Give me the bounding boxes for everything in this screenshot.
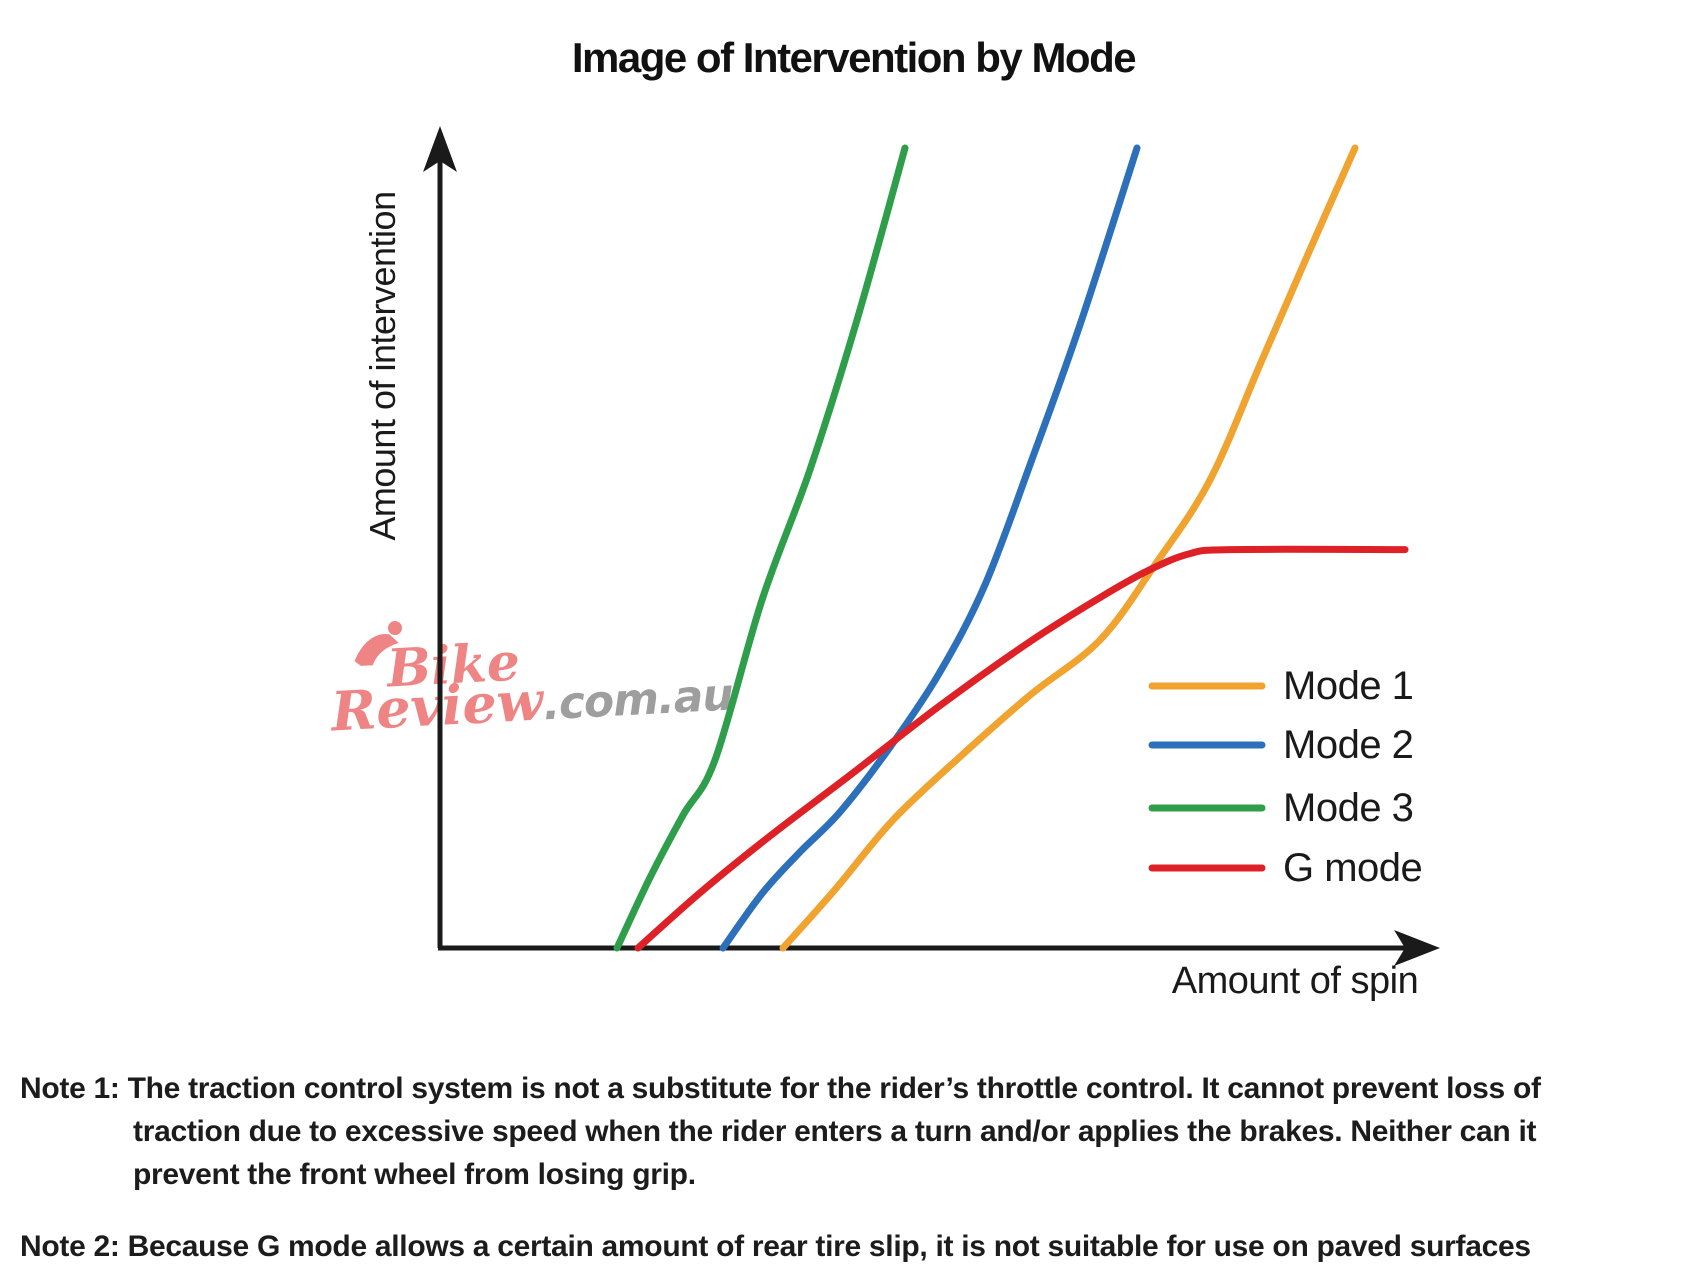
legend-label-mode-2: Mode 2 [1283, 723, 1414, 767]
legend-label-mode-1: Mode 1 [1283, 664, 1414, 708]
y-axis-label: Amount of intervention [362, 191, 403, 541]
curve-mode-2 [719, 144, 1141, 952]
note-1-line-3: prevent the front wheel from losing grip… [133, 1158, 696, 1191]
curve-g-mode [634, 545, 1409, 952]
chart-title: Image of Intervention by Mode [571, 34, 1137, 81]
legend-label-g-mode: G mode [1283, 846, 1423, 890]
legend-label-mode-3: Mode 3 [1283, 786, 1414, 830]
curve-mode-3 [613, 144, 909, 952]
x-axis-label: Amount of spin [1171, 960, 1419, 1002]
x-axis-arrow-icon [1394, 930, 1440, 966]
curve-mode-1 [779, 144, 1359, 952]
y-axis-arrow-icon [423, 126, 457, 172]
curve-group [613, 144, 1409, 952]
note-2-line-1: Note 2: Because G mode allows a certain … [20, 1230, 1531, 1263]
watermark-bikereview: Bike Review.com.au [328, 621, 734, 743]
note-1-line-1: Note 1: The traction control system is n… [20, 1072, 1541, 1105]
note-1-line-2: traction due to excessive speed when the… [133, 1115, 1537, 1148]
motorcycle-rider-icon [354, 621, 402, 666]
